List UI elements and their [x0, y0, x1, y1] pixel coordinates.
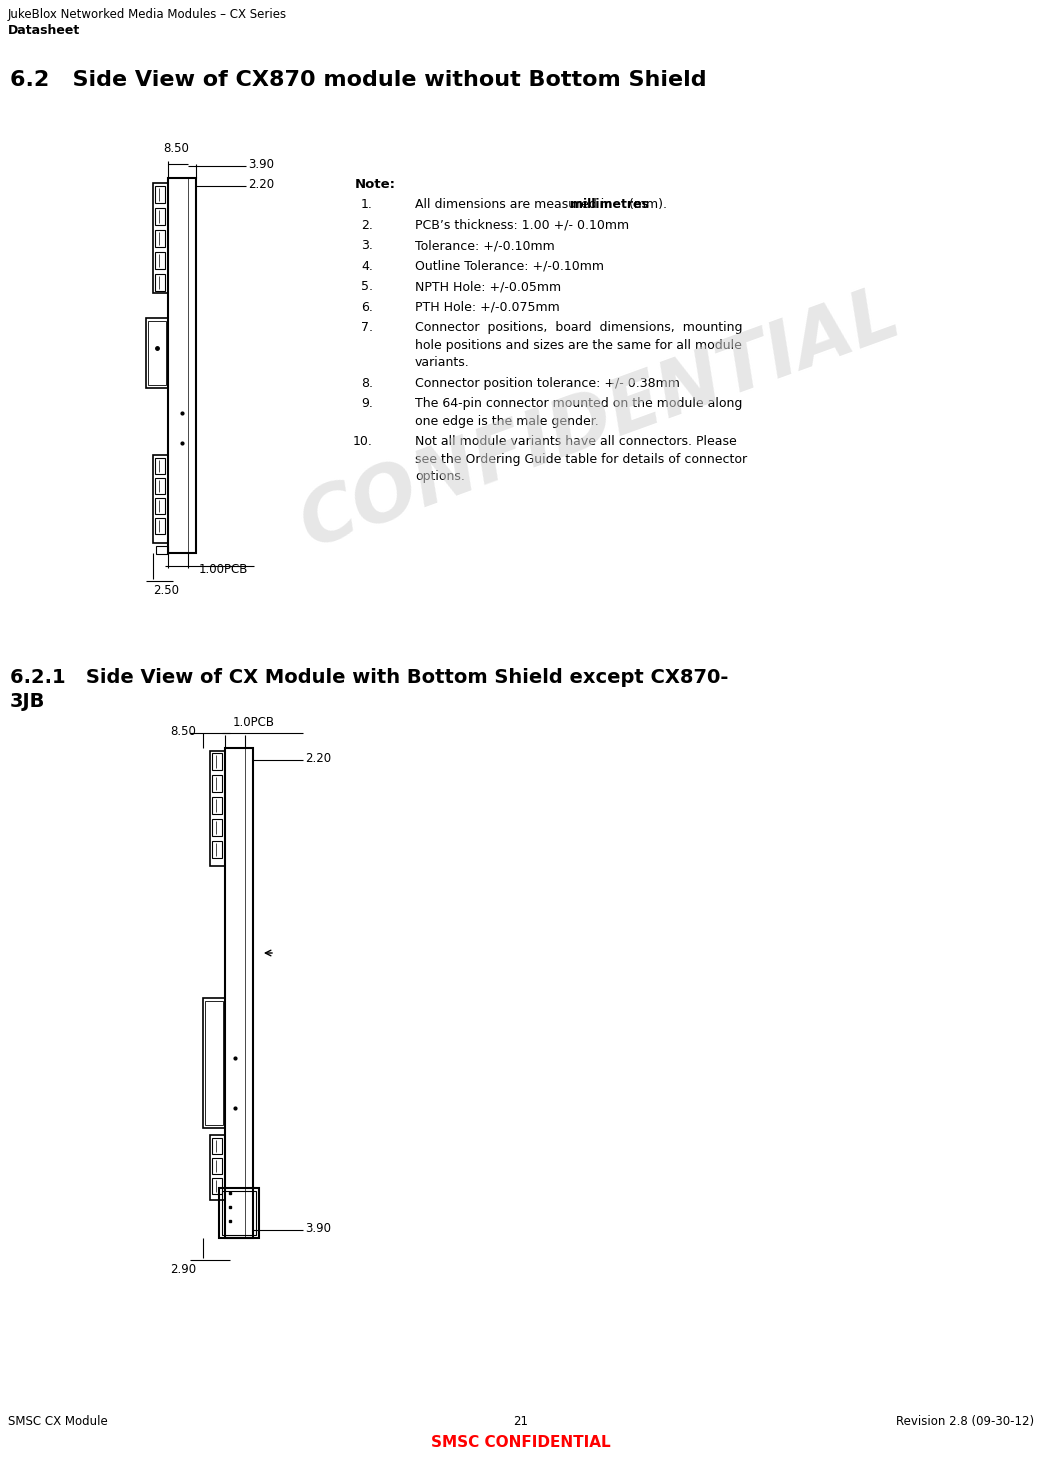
- Text: options.: options.: [415, 469, 465, 483]
- Bar: [212, 1158, 222, 1174]
- Bar: [205, 1002, 223, 1126]
- Bar: [148, 321, 166, 385]
- Text: 1.00PCB: 1.00PCB: [199, 563, 248, 576]
- Bar: [212, 752, 222, 770]
- Text: Datasheet: Datasheet: [8, 23, 80, 36]
- Text: CONFIDENTIAL: CONFIDENTIAL: [290, 277, 910, 563]
- Bar: [212, 841, 222, 857]
- Text: Connector position tolerance: +/- 0.38mm: Connector position tolerance: +/- 0.38mm: [415, 376, 679, 389]
- Text: JukeBlox Networked Media Modules – CX Series: JukeBlox Networked Media Modules – CX Se…: [8, 7, 288, 20]
- Text: 9.: 9.: [362, 397, 373, 410]
- Text: variants.: variants.: [415, 356, 470, 369]
- Text: Revision 2.8 (09-30-12): Revision 2.8 (09-30-12): [896, 1416, 1034, 1427]
- Text: 4.: 4.: [362, 260, 373, 273]
- Text: 1.0PCB: 1.0PCB: [233, 716, 275, 729]
- Bar: [155, 518, 165, 534]
- Bar: [155, 499, 165, 515]
- Text: NPTH Hole: +/-0.05mm: NPTH Hole: +/-0.05mm: [415, 280, 562, 293]
- Text: The 64-pin connector mounted on the module along: The 64-pin connector mounted on the modu…: [415, 397, 742, 410]
- Bar: [212, 776, 222, 792]
- Text: hole positions and sizes are the same for all module: hole positions and sizes are the same fo…: [415, 338, 742, 351]
- Bar: [188, 178, 196, 553]
- Bar: [210, 1134, 225, 1200]
- Bar: [212, 819, 222, 835]
- Text: 8.: 8.: [361, 376, 373, 389]
- Text: 1.: 1.: [362, 198, 373, 211]
- Bar: [168, 178, 196, 553]
- Text: 2.: 2.: [362, 219, 373, 232]
- Bar: [155, 208, 165, 225]
- Bar: [155, 478, 165, 494]
- Text: 6.2   Side View of CX870 module without Bottom Shield: 6.2 Side View of CX870 module without Bo…: [10, 70, 706, 90]
- Text: Connector  positions,  board  dimensions,  mounting: Connector positions, board dimensions, m…: [415, 321, 743, 334]
- Text: 3.: 3.: [362, 239, 373, 252]
- Text: one edge is the male gender.: one edge is the male gender.: [415, 414, 599, 427]
- Text: 3.90: 3.90: [305, 1222, 331, 1235]
- Bar: [245, 748, 253, 1238]
- Bar: [155, 274, 165, 292]
- Text: 8.50: 8.50: [163, 141, 189, 155]
- Text: 7.: 7.: [361, 321, 373, 334]
- Bar: [155, 458, 165, 474]
- Text: PTH Hole: +/-0.075mm: PTH Hole: +/-0.075mm: [415, 300, 560, 313]
- Text: see the Ordering Guide table for details of connector: see the Ordering Guide table for details…: [415, 452, 747, 465]
- Bar: [212, 1178, 222, 1194]
- Text: 3.90: 3.90: [248, 157, 274, 171]
- Text: (mm).: (mm).: [625, 198, 667, 211]
- Bar: [219, 1188, 259, 1238]
- Bar: [155, 230, 165, 246]
- Bar: [225, 748, 253, 1238]
- Bar: [203, 997, 225, 1128]
- Text: 5.: 5.: [361, 280, 373, 293]
- Text: 2.20: 2.20: [305, 752, 331, 765]
- Bar: [146, 318, 168, 388]
- Text: SMSC CONFIDENTIAL: SMSC CONFIDENTIAL: [431, 1435, 611, 1451]
- Bar: [212, 1139, 222, 1153]
- Text: Not all module variants have all connectors. Please: Not all module variants have all connect…: [415, 434, 737, 448]
- Bar: [212, 798, 222, 814]
- Bar: [153, 184, 168, 293]
- Bar: [156, 545, 168, 554]
- Bar: [153, 455, 168, 542]
- Bar: [210, 751, 225, 866]
- Text: 10.: 10.: [353, 434, 373, 448]
- Text: 8.50: 8.50: [170, 725, 196, 738]
- Text: 21: 21: [514, 1416, 528, 1427]
- Bar: [155, 187, 165, 203]
- Text: All dimensions are measured in: All dimensions are measured in: [415, 198, 616, 211]
- Text: PCB’s thickness: 1.00 +/- 0.10mm: PCB’s thickness: 1.00 +/- 0.10mm: [415, 219, 629, 232]
- Bar: [155, 252, 165, 268]
- Text: Tolerance: +/-0.10mm: Tolerance: +/-0.10mm: [415, 239, 554, 252]
- Text: 2.90: 2.90: [170, 1263, 196, 1276]
- Text: Note:: Note:: [355, 178, 396, 191]
- Text: SMSC CX Module: SMSC CX Module: [8, 1416, 107, 1427]
- Text: Outline Tolerance: +/-0.10mm: Outline Tolerance: +/-0.10mm: [415, 260, 604, 273]
- Text: 6.: 6.: [362, 300, 373, 313]
- Bar: [222, 1191, 256, 1235]
- Text: 6.2.1   Side View of CX Module with Bottom Shield except CX870-: 6.2.1 Side View of CX Module with Bottom…: [10, 668, 728, 687]
- Text: 2.20: 2.20: [248, 178, 274, 191]
- Text: millimetres: millimetres: [570, 198, 649, 211]
- Text: 3JB: 3JB: [10, 693, 46, 712]
- Text: 2.50: 2.50: [153, 585, 179, 596]
